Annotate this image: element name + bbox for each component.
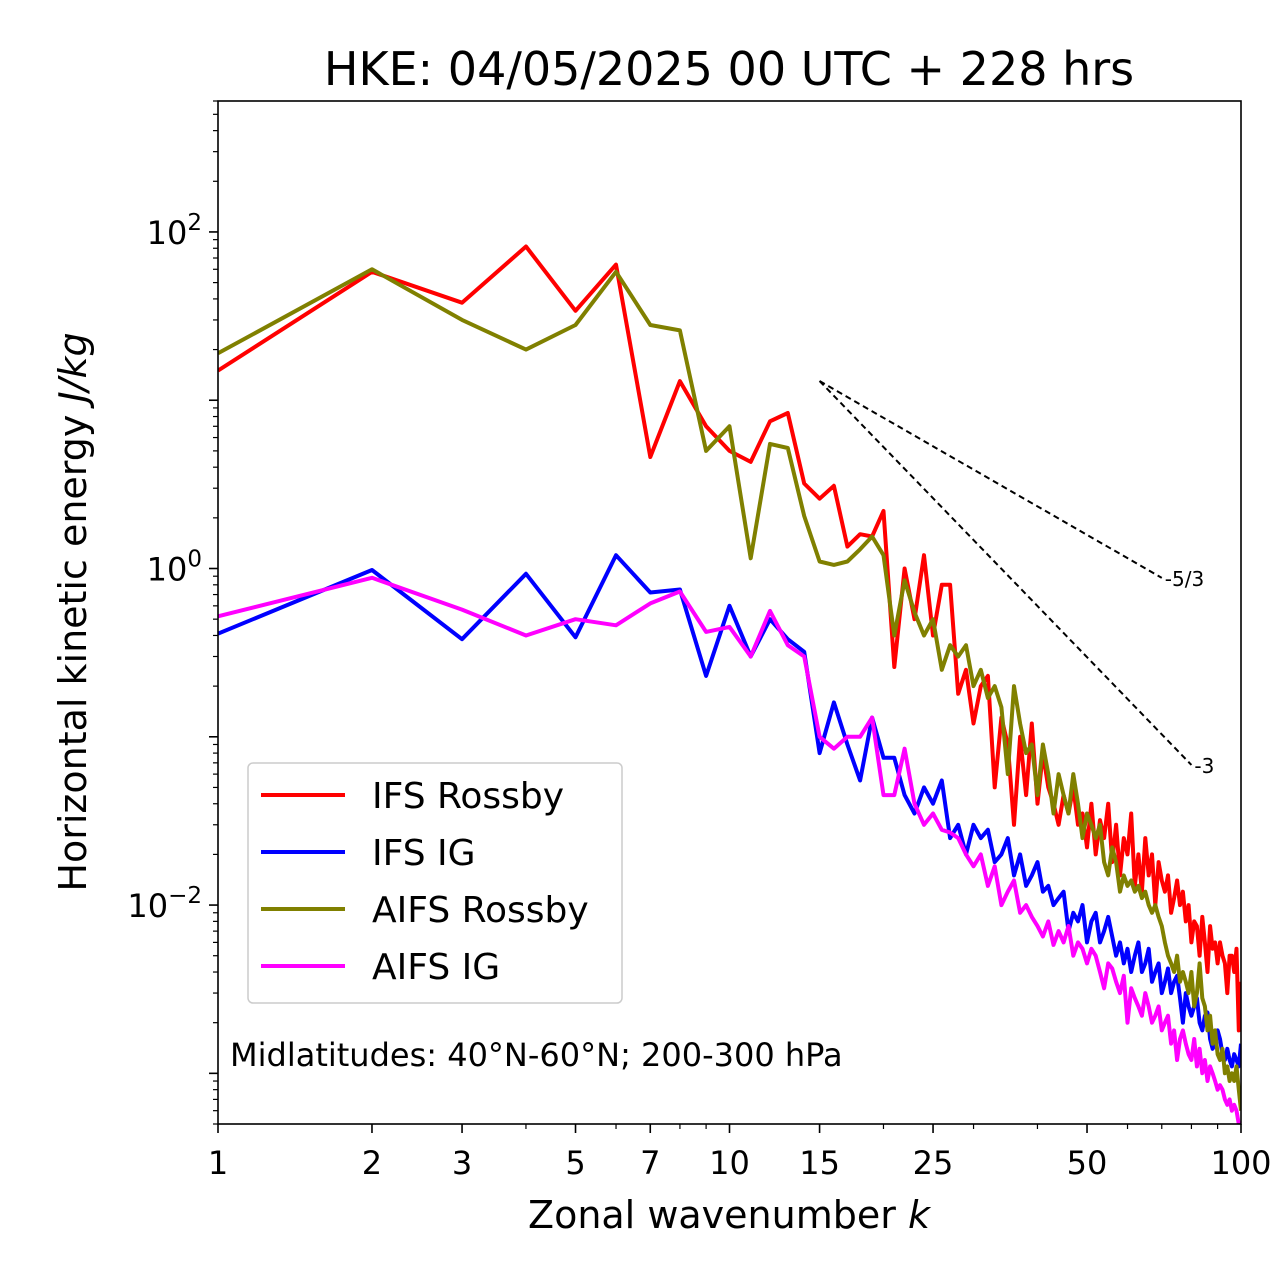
- legend: IFS Rossby IFS IG AIFS Rossby AIFS IG: [247, 762, 623, 1004]
- x-tick-label: 50: [1067, 1144, 1108, 1182]
- x-axis-label: Zonal wavenumber k: [528, 1193, 932, 1237]
- chart-title: HKE: 04/05/2025 00 UTC + 228 hrs: [324, 42, 1134, 96]
- x-tick-label: 25: [913, 1144, 954, 1182]
- legend-label: IFS Rossby: [372, 776, 564, 817]
- slope-line-0: [819, 380, 1163, 579]
- series-layer: [218, 244, 1241, 1124]
- x-tick-label: 5: [565, 1144, 585, 1182]
- y-tick-base: 10: [147, 551, 188, 589]
- slope-label-0: -5/3: [1165, 567, 1204, 591]
- y-axis-label: Horizontal kinetic energy J/kg: [51, 332, 95, 891]
- y-tick-base: 10: [127, 887, 168, 925]
- x-tick-label: 3: [452, 1144, 472, 1182]
- x-tick-label: 10: [709, 1144, 750, 1182]
- x-tick-label: 7: [640, 1144, 660, 1182]
- y-tick-label: 100: [147, 547, 202, 589]
- y-axis-label-text: Horizontal kinetic energy: [51, 403, 95, 892]
- legend-entries: IFS Rossby IFS IG AIFS Rossby AIFS IG: [261, 776, 589, 988]
- region-annotation: Midlatitudes: 40°N-60°N; 200-300 hPa: [230, 1036, 843, 1074]
- x-tick-label: 100: [1210, 1144, 1271, 1182]
- y-tick-exponent: −2: [168, 883, 202, 909]
- x-axis-label-var: k: [908, 1193, 932, 1237]
- y-tick-exponent: 0: [187, 547, 202, 573]
- legend-label: AIFS Rossby: [372, 890, 589, 931]
- y-axis-label-units: J/kg: [51, 332, 95, 409]
- y-tick-exponent: 2: [187, 210, 202, 236]
- series-line-aifs-rossby: [218, 267, 1241, 1111]
- series-line-ifs-rossby: [218, 244, 1241, 1033]
- x-axis-label-text: Zonal wavenumber: [528, 1193, 908, 1237]
- x-tick-label: 15: [799, 1144, 840, 1182]
- legend-label: IFS IG: [372, 833, 476, 874]
- series-line-aifs-ig: [218, 575, 1241, 1124]
- y-tick-label: 102: [147, 210, 202, 252]
- series-line-ifs-ig: [218, 553, 1241, 1069]
- slope-guides: -5/3 -3: [818, 380, 1214, 778]
- legend-label: AIFS IG: [372, 947, 500, 988]
- x-tick-label: 2: [362, 1144, 382, 1182]
- y-tick-label: 10−2: [127, 883, 202, 925]
- slope-label-1: -3: [1194, 754, 1214, 778]
- legend-box: [247, 762, 623, 1004]
- y-tick-base: 10: [147, 214, 188, 252]
- slope-line-1: [818, 380, 1193, 766]
- x-tick-label: 1: [208, 1144, 228, 1182]
- x-axis-ticks: 1 2 3 5 7 10 15 25 50 100: [208, 1124, 1272, 1182]
